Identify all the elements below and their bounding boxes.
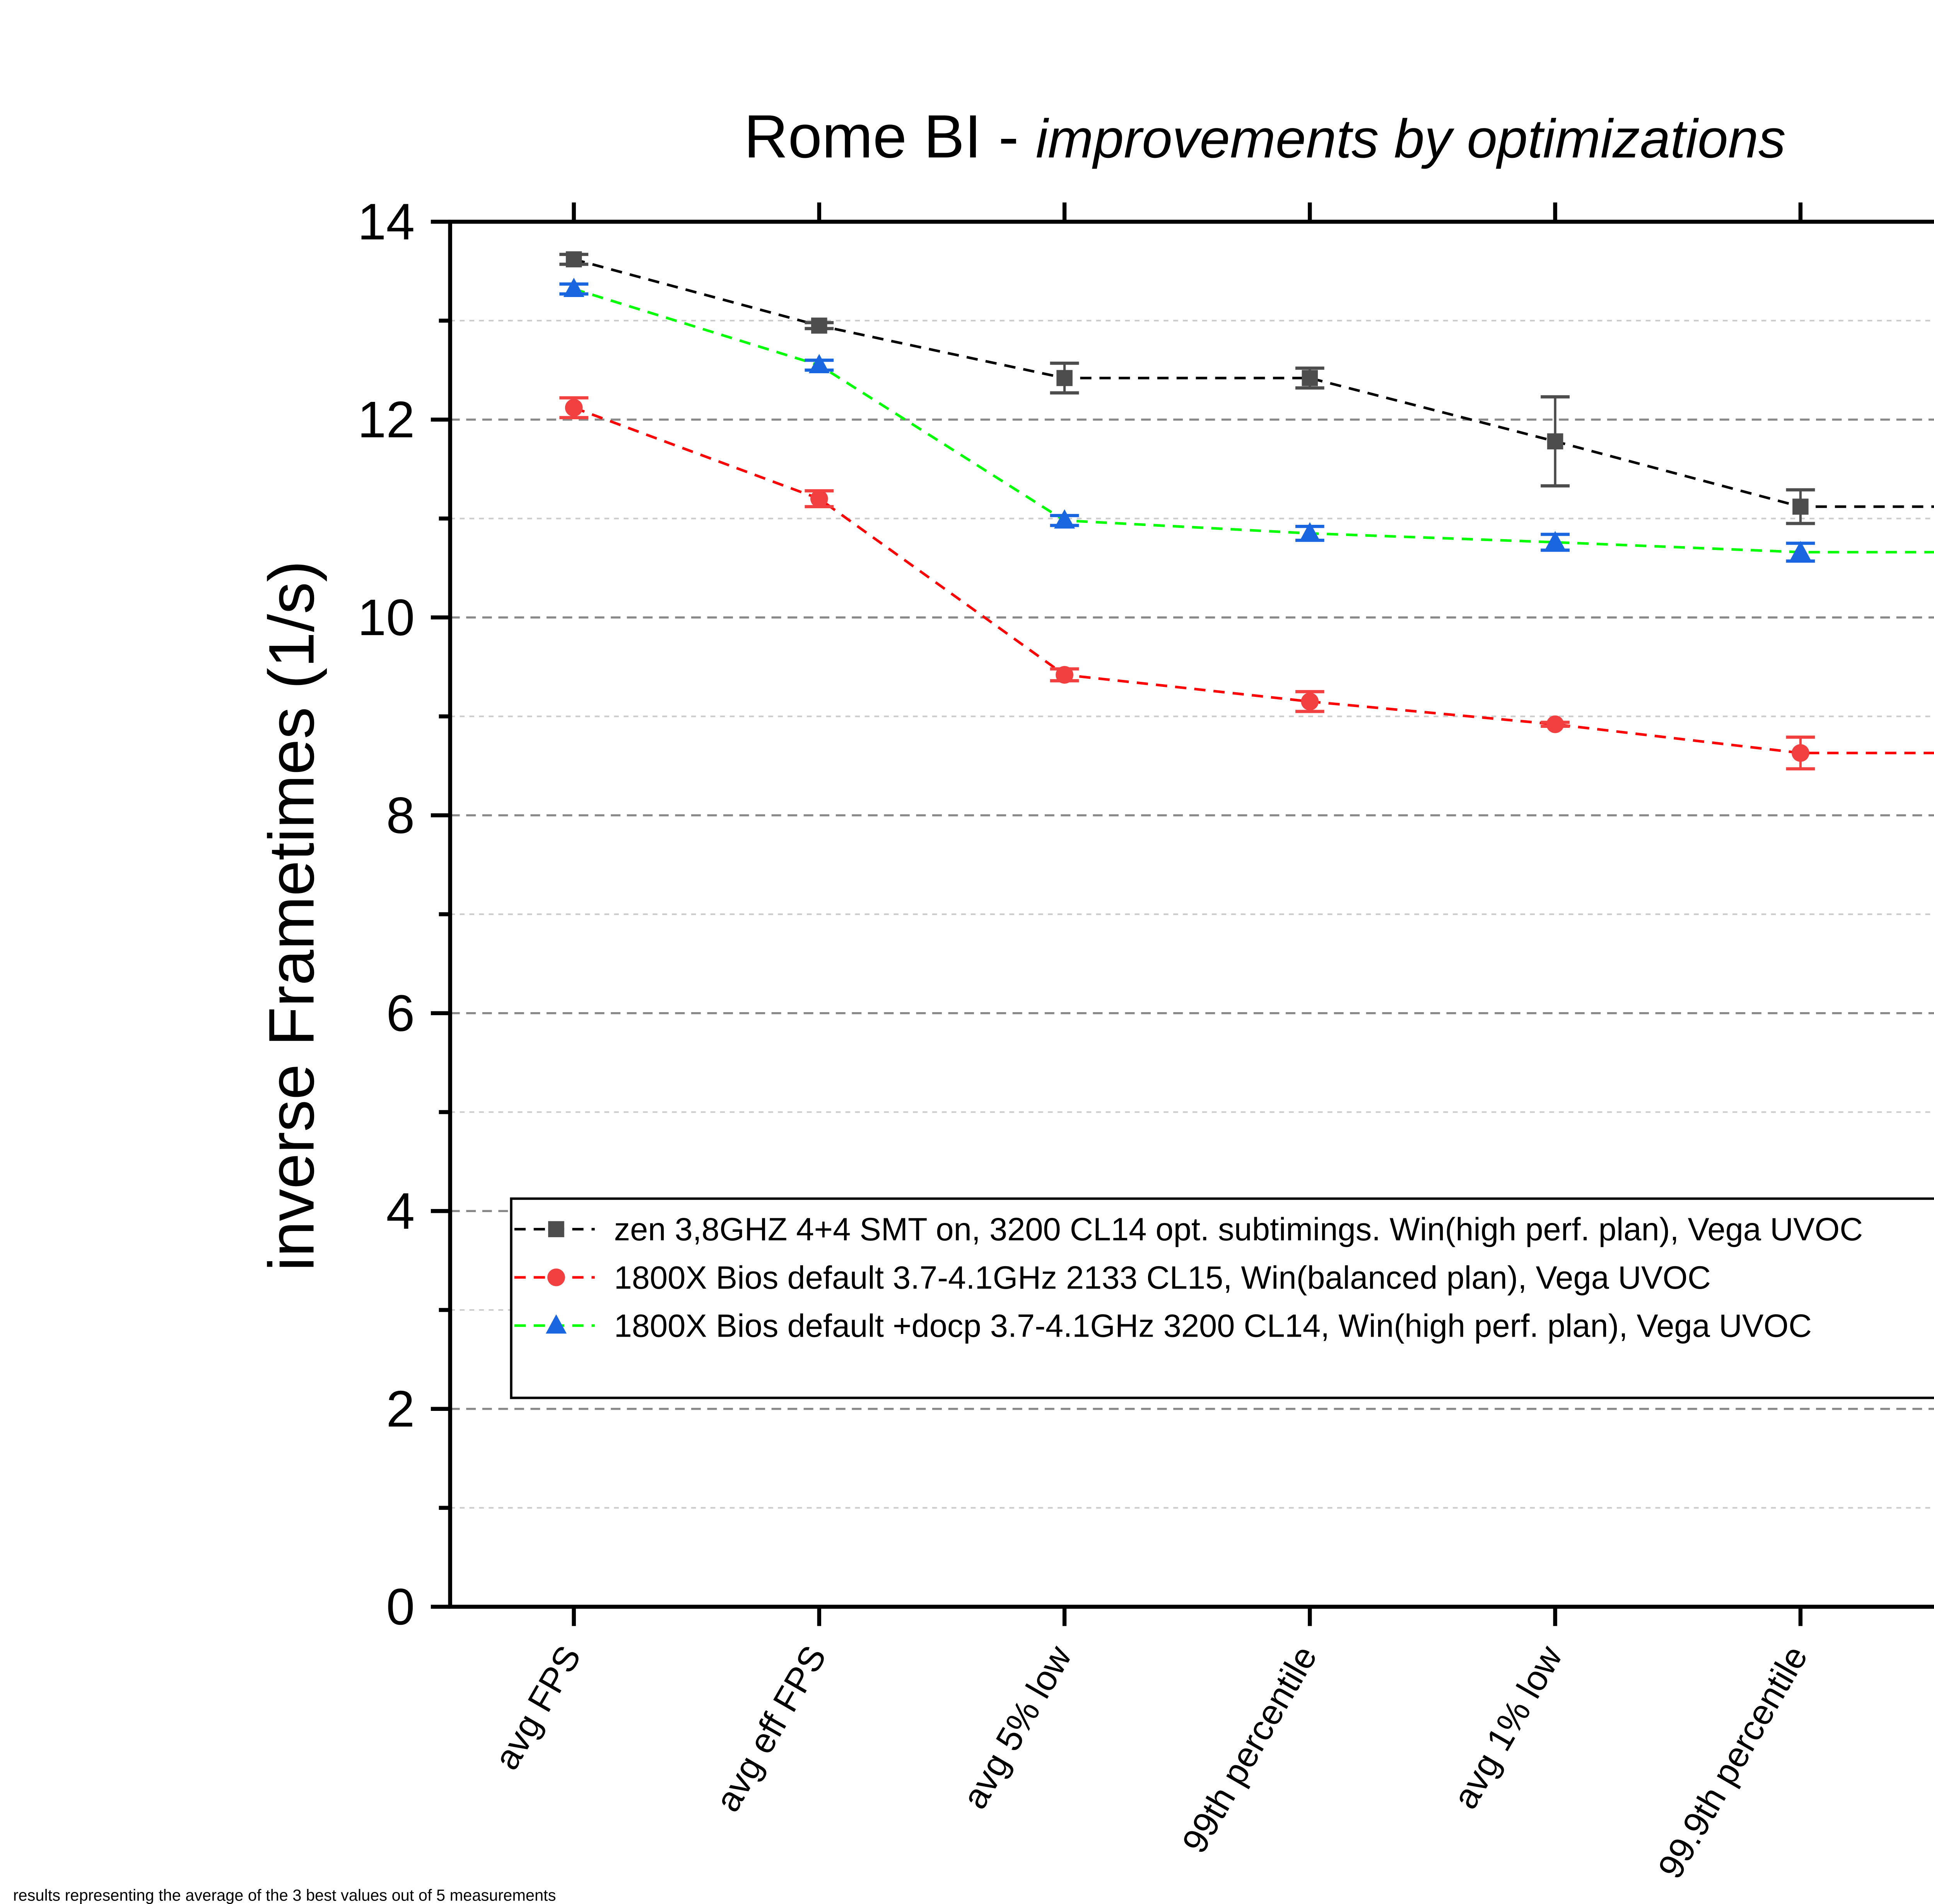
data-point bbox=[811, 318, 827, 334]
legend-entry: 1800X Bios default 3.7-4.1GHz 2133 CL15,… bbox=[514, 1260, 1711, 1296]
y-tick-label: 12 bbox=[357, 391, 415, 449]
legend-entry: 1800X Bios default +docp 3.7-4.1GHz 3200… bbox=[514, 1308, 1812, 1344]
series-triangle bbox=[559, 278, 1934, 563]
legend-marker bbox=[548, 1221, 564, 1237]
y-tick-label: 14 bbox=[357, 193, 415, 251]
legend-marker bbox=[545, 1314, 567, 1334]
data-point bbox=[1056, 370, 1073, 386]
footnote: results representing the average of the … bbox=[13, 1886, 556, 1904]
data-point bbox=[1792, 499, 1809, 515]
data-point bbox=[1056, 666, 1073, 684]
data-point bbox=[1547, 433, 1563, 449]
data-point bbox=[1546, 715, 1564, 733]
legend-label: 1800X Bios default +docp 3.7-4.1GHz 3200… bbox=[614, 1308, 1812, 1344]
data-point bbox=[565, 399, 583, 417]
y-tick-label: 8 bbox=[386, 787, 415, 844]
y-tick-label: 10 bbox=[357, 589, 415, 646]
y-tick-label: 0 bbox=[386, 1578, 415, 1636]
chart-title: Rome BI - improvements by optimizations bbox=[744, 102, 1785, 171]
data-point bbox=[1301, 693, 1319, 710]
legend-entry: zen 3,8GHZ 4+4 SMT on, 3200 CL14 opt. su… bbox=[514, 1211, 1863, 1247]
title-italic: improvements by optimizations bbox=[1036, 108, 1786, 169]
data-point bbox=[1299, 522, 1321, 541]
data-point bbox=[1302, 370, 1318, 386]
y-axis: 0 2 4 6 8 10 12 14 bbox=[357, 193, 450, 1636]
series-square bbox=[559, 251, 1934, 525]
data-point bbox=[1790, 541, 1811, 560]
title-main: Rome BI - bbox=[744, 102, 1035, 171]
data-point bbox=[1544, 531, 1566, 550]
series-circle bbox=[559, 396, 1934, 771]
legend: zen 3,8GHZ 4+4 SMT on, 3200 CL14 opt. su… bbox=[510, 1197, 1934, 1399]
y-tick-label: 2 bbox=[386, 1381, 415, 1438]
data-point bbox=[810, 490, 828, 508]
data-point bbox=[563, 278, 584, 297]
legend-box bbox=[510, 1197, 1934, 1399]
legend-marker bbox=[547, 1268, 565, 1286]
y-axis-label: inverse Frametimes (1/s) bbox=[256, 560, 328, 1271]
y-tick-label: 6 bbox=[386, 985, 415, 1042]
data-point bbox=[566, 251, 582, 268]
series-layer bbox=[559, 251, 1934, 771]
y-tick-label: 4 bbox=[386, 1183, 415, 1240]
data-point bbox=[808, 354, 830, 373]
data-point bbox=[1791, 744, 1809, 762]
legend-label: zen 3,8GHZ 4+4 SMT on, 3200 CL14 opt. su… bbox=[614, 1211, 1863, 1247]
data-point bbox=[1054, 509, 1075, 529]
legend-label: 1800X Bios default 3.7-4.1GHz 2133 CL15,… bbox=[614, 1260, 1711, 1296]
